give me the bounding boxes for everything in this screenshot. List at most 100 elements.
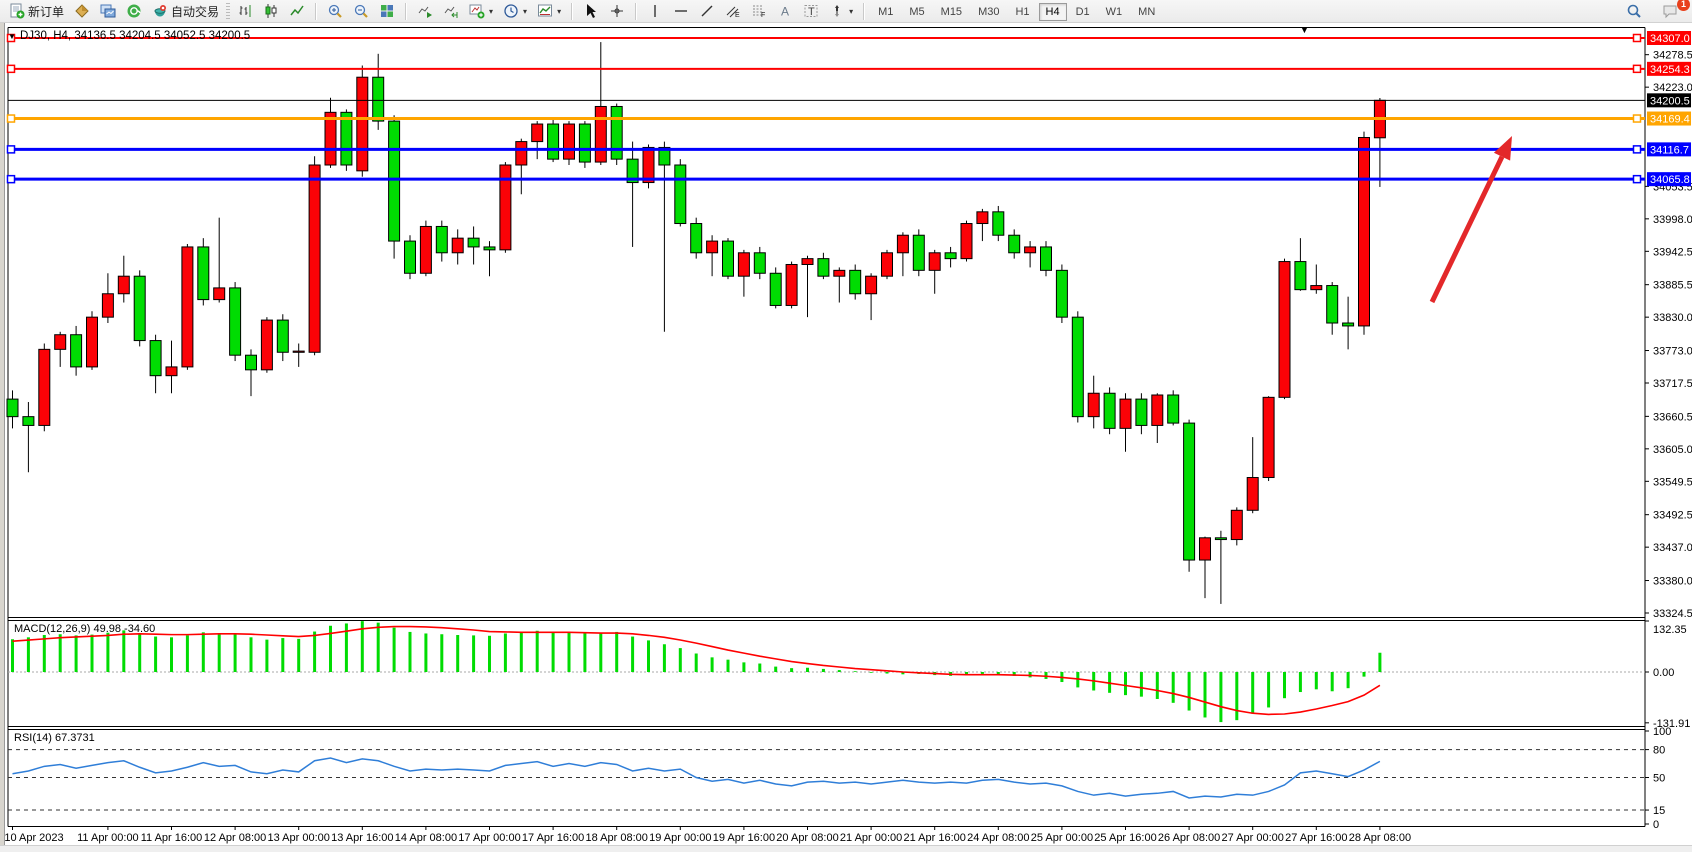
line-chart-button[interactable]: [284, 2, 310, 21]
mql5-community-button[interactable]: [121, 2, 147, 21]
svg-text:A: A: [781, 5, 789, 19]
metaeditor-button[interactable]: [69, 2, 95, 21]
svg-text:F: F: [761, 12, 765, 19]
candle-83: [1326, 285, 1339, 324]
arrows-dropdown-icon: ▾: [849, 6, 854, 16]
candle-58: [928, 252, 941, 271]
bar-chart-button[interactable]: [232, 2, 258, 21]
horizontal-line-34116.7[interactable]: [6, 145, 1646, 154]
macd-label: MACD(12,26,9) 49.98 -34.60: [14, 623, 155, 635]
text-button[interactable]: A: [772, 2, 798, 21]
chart-window[interactable]: 34278.5 34223.0 34053.5 33998.0 33942.5 33885…: [0, 23, 1692, 845]
macd-bar: [154, 636, 158, 672]
equidistant-channel-button[interactable]: E: [720, 2, 746, 21]
horizontal-line-34065.8[interactable]: [6, 174, 1646, 184]
candle-8: [133, 275, 146, 342]
macd-bar: [535, 630, 539, 672]
timeframe-button-D1[interactable]: D1: [1075, 6, 1090, 18]
svg-text:50: 50: [1653, 773, 1665, 785]
macd-bar: [456, 635, 460, 672]
candle-45: [722, 240, 734, 277]
candle-24: [388, 120, 401, 242]
new-chart-button[interactable]: ▾: [464, 2, 498, 21]
macd-bar: [1124, 672, 1127, 696]
candle-38: [610, 105, 623, 160]
zoom-in-button[interactable]: [322, 2, 348, 21]
candle-66: [1055, 269, 1068, 318]
timeframe-button-H4[interactable]: H4: [1038, 3, 1067, 21]
search-button[interactable]: [1621, 2, 1647, 21]
scroll-to-end-marker[interactable]: ▼: [1300, 25, 1309, 35]
line-handle: [1632, 145, 1642, 154]
timeframe-button-M5[interactable]: M5: [909, 6, 925, 18]
macd-bar: [790, 668, 794, 672]
arrows-button[interactable]: ▾: [824, 2, 858, 21]
macd-bar: [726, 659, 730, 672]
macd-bar: [551, 632, 555, 672]
autotrading-icon: [154, 5, 167, 17]
timeframe-button-M15[interactable]: M15: [940, 6, 963, 18]
macd-bar: [488, 635, 491, 672]
new-order-button[interactable]: 新订单: [4, 2, 69, 21]
candle-30: [483, 246, 496, 251]
cursor-button[interactable]: [578, 2, 604, 21]
vertical-line-button[interactable]: [642, 2, 668, 21]
timeframe-button-M30[interactable]: M30: [978, 6, 1000, 18]
mql5-community-icon: [127, 4, 141, 18]
equidistant-channel-icon: E: [726, 6, 740, 19]
horizontal-line-icon: [675, 10, 688, 12]
timeframe-button-M1[interactable]: M1: [878, 6, 894, 18]
macd-bar: [742, 662, 746, 672]
terminal-button[interactable]: [95, 2, 121, 21]
period-button[interactable]: ▾: [498, 2, 532, 21]
macd-bar: [1219, 672, 1223, 723]
horizontal-line-button[interactable]: [668, 2, 694, 21]
svg-text:19 Apr 16:00: 19 Apr 16:00: [713, 832, 775, 844]
macd-bar: [1012, 672, 1016, 676]
macd-bar: [265, 639, 269, 672]
macd-bar: [42, 635, 46, 672]
auto-scroll-button[interactable]: [412, 2, 438, 21]
svg-text:33830.0: 33830.0: [1653, 312, 1692, 324]
toolbar-separator: [315, 2, 318, 20]
horizontal-line-34307.0[interactable]: [6, 33, 1646, 43]
text-label-button[interactable]: T: [798, 2, 824, 21]
zoom-out-button[interactable]: [348, 2, 374, 21]
candle-13: [213, 287, 226, 301]
status-bar: [0, 845, 1692, 852]
candle-75: [1199, 537, 1211, 561]
candle-59: [944, 252, 957, 260]
timeframe-button-H1[interactable]: H1: [1015, 6, 1030, 18]
notifications-button[interactable]: 1: [1657, 0, 1690, 21]
indicators-button[interactable]: ▾: [532, 2, 566, 21]
svg-text:0.00: 0.00: [1653, 667, 1674, 679]
svg-text:34065.8: 34065.8: [1650, 174, 1690, 186]
toolbar-separator: [405, 2, 408, 20]
candle-6: [101, 293, 114, 318]
macd-bar: [567, 631, 571, 672]
timeframe-button-MN[interactable]: MN: [1138, 6, 1156, 18]
window-left-edge: [0, 23, 5, 845]
zoom-in-icon: [328, 4, 342, 18]
timeframe-button-W1[interactable]: W1: [1105, 6, 1123, 18]
svg-text:34307.0: 34307.0: [1650, 33, 1690, 45]
tile-windows-button[interactable]: [374, 2, 400, 21]
autotrading-button[interactable]: 自动交易: [147, 2, 224, 21]
horizontal-line-34169.4[interactable]: [6, 114, 1646, 123]
macd-bar: [1283, 672, 1286, 699]
price-badge-34116.7: 34116.7: [1647, 142, 1691, 156]
macd-bar: [519, 631, 523, 672]
chart-shift-button[interactable]: [438, 2, 464, 21]
candlestick-chart-button[interactable]: [258, 2, 284, 21]
horizontal-line-34254.3[interactable]: [6, 64, 1646, 74]
symbol-dropdown-icon[interactable]: ▼: [8, 32, 16, 41]
crosshair-button[interactable]: [604, 2, 630, 21]
macd-bar: [710, 657, 714, 672]
trend-arrow[interactable]: [1429, 136, 1512, 304]
fibonacci-button[interactable]: F: [746, 2, 772, 21]
candle-52: [833, 269, 846, 277]
trendline-button[interactable]: [694, 2, 720, 21]
macd-signal-line: [12, 625, 1381, 716]
svg-text:33942.5: 33942.5: [1653, 246, 1692, 258]
chart-canvas[interactable]: 34278.534223.034053.533998.033942.533885…: [0, 23, 1692, 851]
